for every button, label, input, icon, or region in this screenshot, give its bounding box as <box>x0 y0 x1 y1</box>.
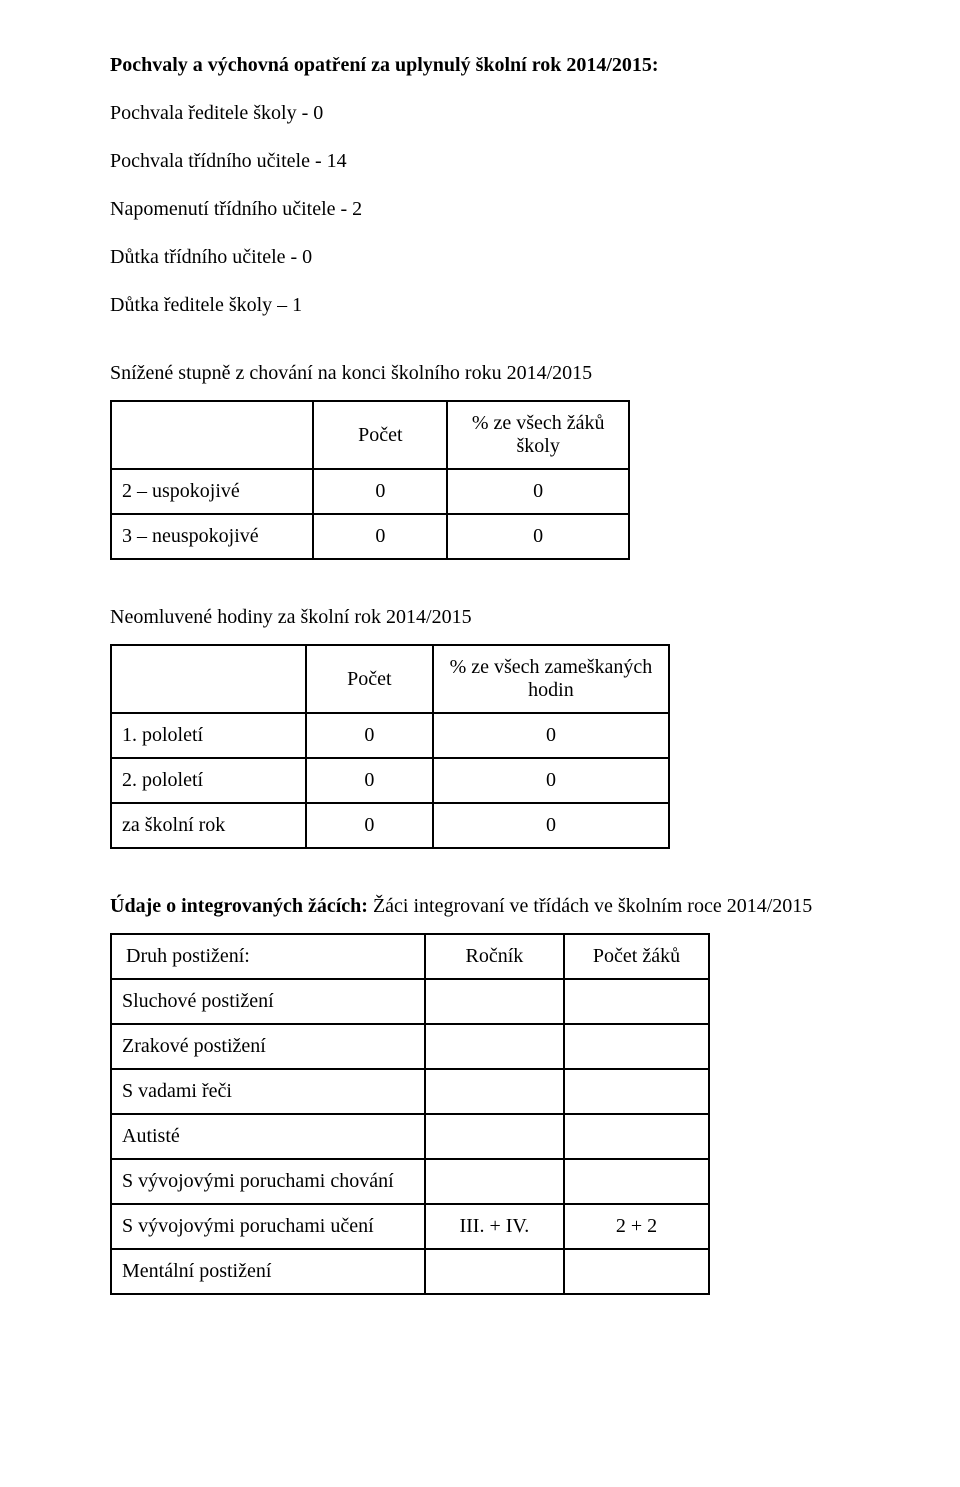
cell-grade <box>425 1159 564 1204</box>
cell-label: 1. pololetí <box>111 713 306 758</box>
table-row: Sluchové postižení <box>111 979 709 1024</box>
table-neomluvene-hodiny: Počet % ze všech zameškaných hodin 1. po… <box>110 644 670 849</box>
cell-count: 0 <box>306 803 433 848</box>
cell-count <box>564 979 709 1024</box>
line-napomenuti: Napomenutí třídního učitele - 2 <box>110 196 850 222</box>
page-heading: Pochvaly a výchovná opatření za uplynulý… <box>110 52 850 78</box>
cell-count <box>564 1249 709 1294</box>
table-row: 1. pololetí 0 0 <box>111 713 669 758</box>
section-b-title: Neomluvené hodiny za školní rok 2014/201… <box>110 604 850 630</box>
cell-label: S vadami řeči <box>111 1069 425 1114</box>
line-pochvala-reditele: Pochvala ředitele školy - 0 <box>110 100 850 126</box>
table-row: Druh postižení: Ročník Počet žáků <box>111 934 709 979</box>
cell-count <box>564 1069 709 1114</box>
cell-count: 0 <box>306 713 433 758</box>
table-row: 2. pololetí 0 0 <box>111 758 669 803</box>
col-header-pocet: Počet <box>306 645 433 713</box>
section-c-title-rest: Žáci integrovaní ve třídách ve školním r… <box>368 895 812 917</box>
line-pochvala-tridniho: Pochvala třídního učitele - 14 <box>110 148 850 174</box>
cell-count <box>564 1159 709 1204</box>
col-header-pocet: Počet <box>313 401 447 469</box>
line-dutka-tridniho: Důtka třídního učitele - 0 <box>110 244 850 270</box>
col-header-pocet-zaku: Počet žáků <box>564 934 709 979</box>
cell-label: Sluchové postižení <box>111 979 425 1024</box>
table-row: S vývojovými poruchami učení III. + IV. … <box>111 1204 709 1249</box>
cell-count <box>564 1024 709 1069</box>
cell-pct: 0 <box>447 469 629 514</box>
table-row: Zrakové postižení <box>111 1024 709 1069</box>
cell-grade: III. + IV. <box>425 1204 564 1249</box>
cell-grade <box>425 1069 564 1114</box>
section-c-title-bold: Údaje o integrovaných žácích: <box>110 895 368 917</box>
cell-grade <box>425 1249 564 1294</box>
section-a-title: Snížené stupně z chování na konci školní… <box>110 360 850 386</box>
cell-count: 0 <box>306 758 433 803</box>
cell-grade <box>425 1114 564 1159</box>
table-row: S vadami řeči <box>111 1069 709 1114</box>
cell-pct: 0 <box>433 713 669 758</box>
cell-count: 2 + 2 <box>564 1204 709 1249</box>
cell-label: 2. pololetí <box>111 758 306 803</box>
cell-count: 0 <box>313 514 447 559</box>
table-integrovani-zaci: Druh postižení: Ročník Počet žáků Slucho… <box>110 933 710 1295</box>
cell-label: S vývojovými poruchami chování <box>111 1159 425 1204</box>
cell-label: za školní rok <box>111 803 306 848</box>
col-header-pct: % ze všech zameškaných hodin <box>433 645 669 713</box>
cell-label: 2 – uspokojivé <box>111 469 313 514</box>
table-row: Počet % ze všech zameškaných hodin <box>111 645 669 713</box>
table-row: 3 – neuspokojivé 0 0 <box>111 514 629 559</box>
cell-label: 3 – neuspokojivé <box>111 514 313 559</box>
cell-label: Zrakové postižení <box>111 1024 425 1069</box>
cell-grade <box>425 1024 564 1069</box>
col-header-druh: Druh postižení: <box>111 934 425 979</box>
cell-label: Mentální postižení <box>111 1249 425 1294</box>
cell-count <box>564 1114 709 1159</box>
table-snizene-stupne: Počet % ze všech žáků školy 2 – uspokoji… <box>110 400 630 560</box>
table-row: 2 – uspokojivé 0 0 <box>111 469 629 514</box>
table-row: za školní rok 0 0 <box>111 803 669 848</box>
line-dutka-reditele: Důtka ředitele školy – 1 <box>110 292 850 318</box>
table-row: Autisté <box>111 1114 709 1159</box>
table-row: Počet % ze všech žáků školy <box>111 401 629 469</box>
cell-grade <box>425 979 564 1024</box>
cell-label: S vývojovými poruchami učení <box>111 1204 425 1249</box>
cell-pct: 0 <box>433 758 669 803</box>
table-row: S vývojovými poruchami chování <box>111 1159 709 1204</box>
col-header-pct: % ze všech žáků školy <box>447 401 629 469</box>
page: Pochvaly a výchovná opatření za uplynulý… <box>0 0 960 1487</box>
cell-label: Autisté <box>111 1114 425 1159</box>
col-header-rocnik: Ročník <box>425 934 564 979</box>
cell-count: 0 <box>313 469 447 514</box>
cell-pct: 0 <box>433 803 669 848</box>
table-row: Mentální postižení <box>111 1249 709 1294</box>
section-c-title: Údaje o integrovaných žácích: Žáci integ… <box>110 893 850 919</box>
cell-pct: 0 <box>447 514 629 559</box>
